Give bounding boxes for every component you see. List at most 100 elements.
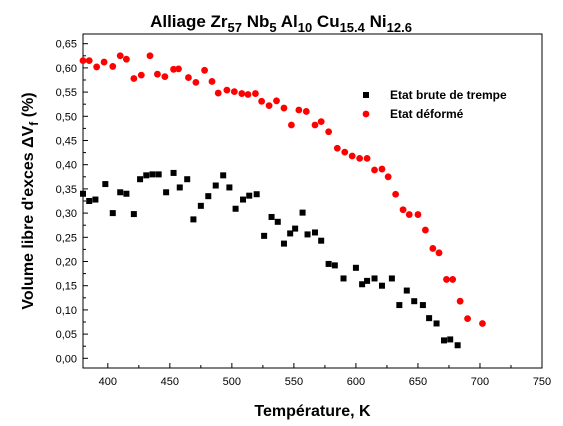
data-point-square xyxy=(261,232,268,239)
x-tick-label: 650 xyxy=(409,376,427,388)
data-point-square xyxy=(117,189,124,196)
y-tick-label: 0,30 xyxy=(56,208,77,220)
data-point-circle xyxy=(201,66,208,74)
title-part: Alliage Zr xyxy=(150,12,228,31)
data-point-circle xyxy=(405,211,413,218)
data-point-circle xyxy=(435,249,443,257)
data-point-square xyxy=(388,275,395,282)
data-point-square xyxy=(280,240,287,247)
title-part: Al xyxy=(277,12,298,31)
data-point-square xyxy=(86,198,93,204)
legend-marker-circle xyxy=(362,110,370,118)
x-tick-label: 600 xyxy=(347,376,365,388)
legend-label: Etat brute de trempe xyxy=(390,88,507,102)
data-point-square xyxy=(190,216,197,223)
data-point-circle xyxy=(456,297,464,305)
y-tick-label: 0,60 xyxy=(56,63,77,75)
x-tick-label: 750 xyxy=(533,376,551,388)
data-point-square xyxy=(411,298,418,305)
data-point-square xyxy=(299,209,306,216)
y-tick-label: 0,25 xyxy=(56,232,77,244)
data-point-circle xyxy=(123,55,130,63)
data-point-square xyxy=(331,262,338,269)
data-point-circle xyxy=(288,121,295,129)
data-point-circle xyxy=(252,90,259,97)
data-point-circle xyxy=(356,155,364,162)
y-tick-label: 0,00 xyxy=(56,353,77,365)
y-tick-label: 0,05 xyxy=(56,329,77,341)
data-point-circle xyxy=(399,206,407,214)
data-point-square xyxy=(304,231,311,238)
data-point-circle xyxy=(192,79,200,86)
data-point-circle xyxy=(392,190,400,198)
y-label-suffix: (%) xyxy=(20,92,37,121)
legend-label: Etat déformé xyxy=(390,107,464,121)
data-point-circle xyxy=(333,144,341,152)
title-subscript: 15.4 xyxy=(340,20,366,35)
data-point-circle xyxy=(341,148,349,156)
data-point-circle xyxy=(348,152,356,160)
data-point-square xyxy=(378,282,385,289)
data-point-circle xyxy=(371,166,378,174)
data-point-square xyxy=(292,225,299,232)
title-subscript: 12.6 xyxy=(387,20,412,35)
data-point-square xyxy=(197,202,204,209)
data-point-square xyxy=(123,190,130,197)
x-tick-label: 450 xyxy=(161,376,179,388)
data-point-circle xyxy=(295,106,303,114)
data-point-square xyxy=(440,337,447,344)
chart-title-text: Alliage Zr57 Nb5 Al10 Cu15.4 Ni12.6 xyxy=(150,12,412,35)
data-point-square xyxy=(163,189,170,196)
y-label-main: Volume libre d'exces ΔV xyxy=(20,125,37,309)
data-point-circle xyxy=(137,71,145,79)
y-tick-label: 0,50 xyxy=(56,111,77,123)
data-point-circle xyxy=(443,276,450,283)
y-label-subscript: f xyxy=(27,121,41,126)
data-point-circle xyxy=(258,97,266,105)
data-point-circle xyxy=(384,173,392,181)
data-point-circle xyxy=(85,57,93,65)
data-point-square xyxy=(325,260,332,267)
data-point-square xyxy=(359,281,366,288)
data-point-square xyxy=(226,184,233,191)
data-point-square xyxy=(403,287,410,294)
data-point-square xyxy=(155,171,162,178)
data-point-square xyxy=(433,320,440,327)
data-point-square xyxy=(287,230,294,237)
title-part: Ni xyxy=(365,12,387,31)
plot-frame xyxy=(82,33,543,369)
y-tick-label: 0,35 xyxy=(56,184,77,196)
data-point-circle xyxy=(265,102,273,110)
x-tick-label: 550 xyxy=(285,376,303,388)
data-point-circle xyxy=(421,226,429,234)
data-point-circle xyxy=(449,276,457,283)
data-point-square xyxy=(419,302,426,309)
data-point-square xyxy=(80,190,86,197)
y-axis-label: Volume libre d'exces ΔVf (%) xyxy=(20,92,41,309)
data-point-circle xyxy=(302,108,310,115)
data-point-circle xyxy=(311,121,319,129)
title-subscript: 5 xyxy=(269,20,276,35)
data-point-circle xyxy=(170,65,177,73)
data-point-circle xyxy=(130,75,138,82)
y-axis-ticks: 0,00 0,05 0,10 0,15 0,20 0,25 0,30 0,35 0,40 0,45… xyxy=(56,39,88,365)
data-point-circle xyxy=(154,70,161,78)
data-point-circle xyxy=(464,315,471,323)
legend-marker-square xyxy=(363,92,369,98)
data-point-circle xyxy=(109,63,117,70)
data-point-circle xyxy=(280,104,288,112)
data-point-square xyxy=(149,171,156,178)
data-point-square xyxy=(170,169,177,176)
data-point-square xyxy=(426,315,433,322)
data-point-circle xyxy=(100,58,108,66)
y-tick-label: 0,40 xyxy=(56,160,77,172)
data-point-circle xyxy=(244,91,252,98)
data-point-square xyxy=(447,336,454,343)
series-2 xyxy=(79,52,486,327)
data-point-square xyxy=(454,342,461,349)
data-point-square xyxy=(102,181,109,188)
y-tick-label: 0,65 xyxy=(56,39,77,51)
x-tick-label: 400 xyxy=(99,376,117,388)
data-point-circle xyxy=(175,65,182,73)
